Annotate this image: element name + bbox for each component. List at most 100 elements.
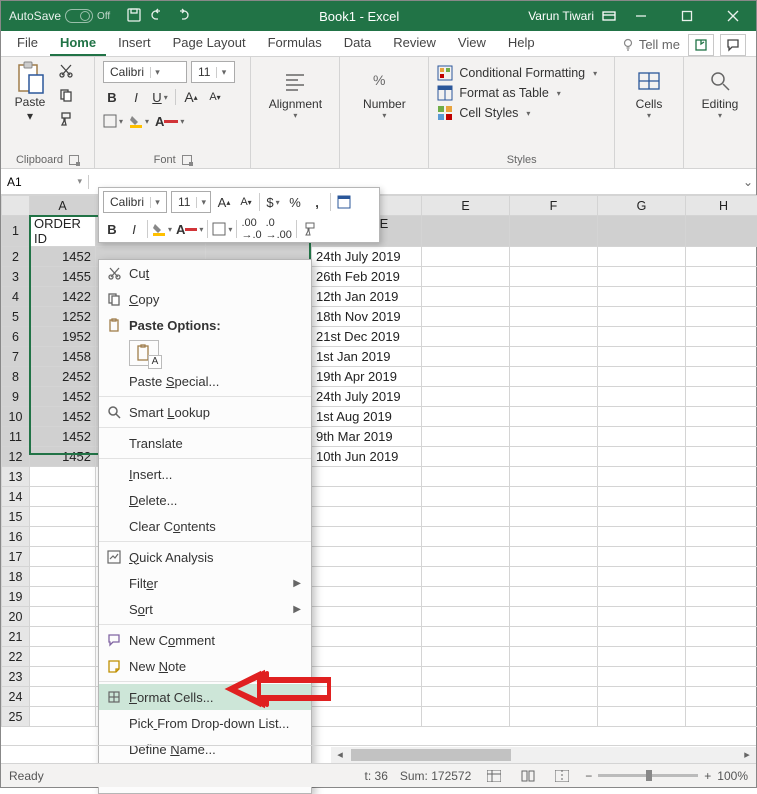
cell[interactable] [312, 507, 422, 527]
ctx-pick-from-drop-down-list[interactable]: Pick From Drop-down List... [99, 710, 311, 736]
cell[interactable] [312, 707, 422, 727]
cut-icon[interactable] [55, 61, 77, 81]
cell[interactable] [510, 247, 598, 267]
cell[interactable]: 24th July 2019 [312, 247, 422, 267]
shrink-font-button[interactable]: A▾ [206, 87, 224, 107]
font-size-combo[interactable]: 11▾ [191, 61, 235, 83]
cell[interactable] [686, 667, 757, 687]
mini-italic[interactable]: I [125, 219, 143, 239]
cell[interactable]: 21st Dec 2019 [312, 327, 422, 347]
mini-percent-icon[interactable]: % [286, 192, 304, 212]
cell[interactable] [422, 647, 510, 667]
cell[interactable]: 9th Mar 2019 [312, 427, 422, 447]
cell[interactable] [598, 707, 686, 727]
cell[interactable] [686, 607, 757, 627]
cell[interactable]: ORDER ID [30, 216, 96, 247]
tab-view[interactable]: View [448, 31, 496, 56]
row-header[interactable]: 16 [2, 527, 30, 547]
cell[interactable] [598, 327, 686, 347]
tab-insert[interactable]: Insert [108, 31, 161, 56]
cell[interactable] [598, 687, 686, 707]
cell[interactable] [686, 567, 757, 587]
cell[interactable] [598, 387, 686, 407]
row-header[interactable]: 4 [2, 287, 30, 307]
row-header[interactable]: 6 [2, 327, 30, 347]
format-as-table-button[interactable]: Format as Table▾ [437, 85, 606, 101]
cell[interactable]: 18th Nov 2019 [312, 307, 422, 327]
cell[interactable] [422, 267, 510, 287]
ctx-format-cells[interactable]: Format Cells... [99, 684, 311, 710]
cell[interactable] [312, 467, 422, 487]
cell[interactable] [422, 687, 510, 707]
row-header[interactable]: 19 [2, 587, 30, 607]
cell[interactable] [598, 587, 686, 607]
row-header[interactable]: 18 [2, 567, 30, 587]
cell[interactable]: 1452 [30, 407, 96, 427]
cell[interactable] [510, 347, 598, 367]
cell[interactable] [422, 247, 510, 267]
cell[interactable] [312, 547, 422, 567]
formula-expand[interactable]: ⌄ [740, 175, 756, 189]
cell[interactable] [510, 507, 598, 527]
mini-shrink-font[interactable]: A▾ [237, 192, 255, 212]
cell[interactable] [510, 267, 598, 287]
cell[interactable] [686, 707, 757, 727]
cell[interactable] [422, 527, 510, 547]
comments-button[interactable] [720, 34, 746, 56]
cell[interactable] [422, 627, 510, 647]
ribbon-display-icon[interactable] [600, 7, 618, 25]
cell[interactable] [686, 467, 757, 487]
ctx-sort[interactable]: Sort▶ [99, 596, 311, 622]
cell[interactable] [598, 567, 686, 587]
ctx-new-note[interactable]: New Note [99, 653, 311, 679]
cell[interactable] [422, 567, 510, 587]
cell[interactable] [510, 527, 598, 547]
cell[interactable] [30, 667, 96, 687]
number-button[interactable]: % Number▾ [348, 61, 420, 120]
cell[interactable] [686, 547, 757, 567]
cell[interactable]: 1452 [30, 447, 96, 467]
cell[interactable]: 1452 [30, 247, 96, 267]
fill-color-button[interactable]: ▾ [129, 111, 149, 131]
cell[interactable] [598, 447, 686, 467]
cell[interactable] [30, 627, 96, 647]
row-header[interactable]: 8 [2, 367, 30, 387]
mini-bold[interactable]: B [103, 219, 121, 239]
italic-button[interactable]: I [127, 87, 145, 107]
cell[interactable] [598, 347, 686, 367]
conditional-formatting-button[interactable]: Conditional Formatting▾ [437, 65, 606, 81]
cell[interactable] [312, 667, 422, 687]
cell[interactable] [598, 627, 686, 647]
cell[interactable] [510, 216, 598, 247]
mini-table-icon[interactable] [335, 192, 353, 212]
normal-view-icon[interactable] [483, 767, 505, 785]
cell[interactable] [686, 267, 757, 287]
ctx-new-comment[interactable]: New Comment [99, 627, 311, 653]
cell[interactable] [598, 247, 686, 267]
cell[interactable] [422, 216, 510, 247]
cell[interactable] [422, 507, 510, 527]
redo-icon[interactable] [174, 7, 190, 26]
row-header[interactable]: 3 [2, 267, 30, 287]
ctx-cut[interactable]: Cut [99, 260, 311, 286]
cell[interactable] [510, 327, 598, 347]
cell[interactable] [312, 487, 422, 507]
cell[interactable] [510, 287, 598, 307]
ctx-smart-lookup[interactable]: Smart Lookup [99, 399, 311, 425]
cell[interactable] [510, 387, 598, 407]
col-header-H[interactable]: H [686, 196, 757, 216]
cell[interactable] [30, 587, 96, 607]
cell[interactable] [598, 667, 686, 687]
cell[interactable] [422, 287, 510, 307]
cell[interactable]: 1452 [30, 427, 96, 447]
grow-font-button[interactable]: A▴ [182, 87, 200, 107]
minimize-button[interactable] [618, 1, 664, 31]
mini-accounting-icon[interactable]: $▾ [264, 192, 282, 212]
cell[interactable] [598, 467, 686, 487]
cell[interactable] [422, 547, 510, 567]
cell[interactable] [312, 647, 422, 667]
cell[interactable] [422, 347, 510, 367]
cell[interactable] [422, 367, 510, 387]
row-header[interactable]: 25 [2, 707, 30, 727]
row-header[interactable]: 13 [2, 467, 30, 487]
